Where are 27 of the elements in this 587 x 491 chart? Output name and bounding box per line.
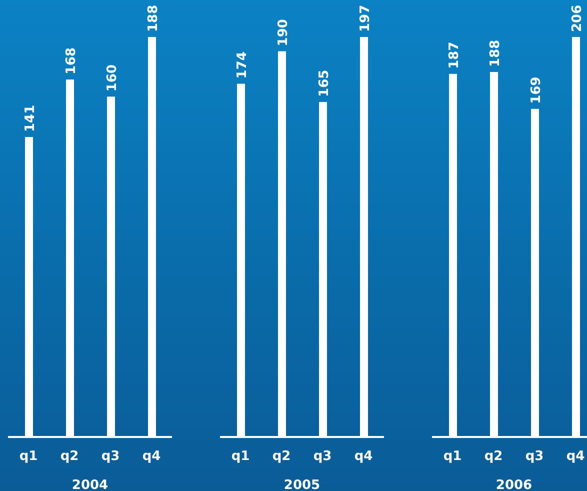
data-label: 169: [529, 76, 544, 104]
x-tick-label: q1: [231, 449, 250, 464]
data-label: 206: [570, 4, 585, 32]
data-label: 160: [105, 64, 120, 92]
x-tick-label: q2: [60, 449, 79, 464]
data-label: 197: [358, 4, 373, 32]
x-tick-label: q2: [484, 449, 503, 464]
x-axis-title: 2004: [72, 478, 108, 491]
data-label: 168: [64, 47, 79, 75]
x-tick-label: q4: [142, 449, 161, 464]
data-label: 174: [235, 52, 250, 79]
data-label: 165: [317, 70, 332, 97]
data-label: 141: [23, 104, 38, 132]
x-axis-title: 2005: [284, 478, 320, 491]
data-label: 190: [276, 19, 291, 46]
data-label: 188: [146, 4, 161, 32]
x-tick-label: q1: [19, 449, 38, 464]
x-tick-label: q3: [525, 449, 544, 464]
x-tick-label: q2: [272, 449, 291, 464]
x-tick-label: q4: [566, 449, 585, 464]
x-tick-label: q3: [101, 449, 120, 464]
x-tick-label: q4: [354, 449, 373, 464]
data-label: 188: [488, 40, 503, 67]
x-tick-label: q1: [443, 449, 462, 464]
x-tick-label: q3: [313, 449, 332, 464]
x-axis-title: 2006: [496, 478, 532, 491]
data-label: 187: [447, 42, 462, 69]
